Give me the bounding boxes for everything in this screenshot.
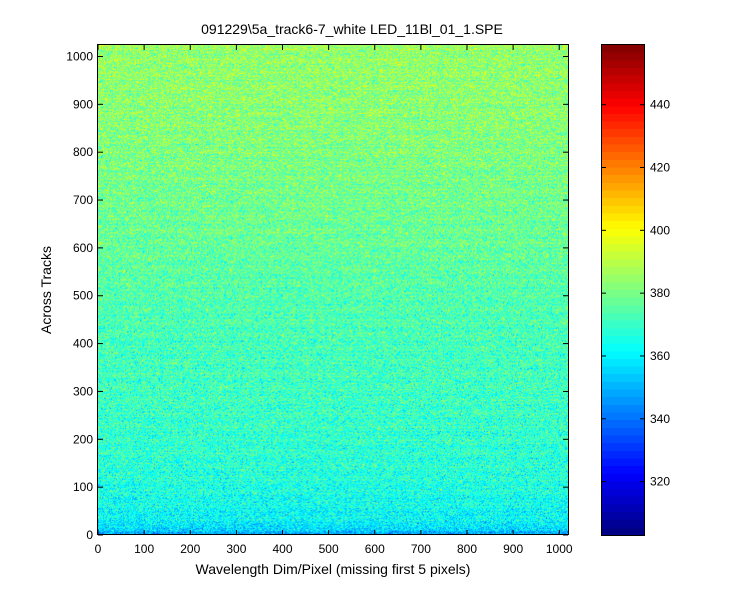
y-tick-label: 500 bbox=[73, 289, 93, 303]
y-tick-label: 200 bbox=[73, 432, 93, 446]
y-tick-label: 600 bbox=[73, 241, 93, 255]
x-tick-label: 300 bbox=[226, 542, 246, 556]
x-tick-label: 0 bbox=[95, 542, 102, 556]
y-tick-label: 300 bbox=[73, 384, 93, 398]
colorbar-tick-label: 440 bbox=[650, 98, 670, 112]
y-tick-label: 900 bbox=[73, 97, 93, 111]
colorbar-tick-label: 360 bbox=[650, 349, 670, 363]
heatmap-image bbox=[98, 44, 569, 535]
x-axis-label: Wavelength Dim/Pixel (missing first 5 pi… bbox=[196, 561, 471, 577]
plot-frame bbox=[97, 44, 569, 535]
y-tick-label: 800 bbox=[73, 145, 93, 159]
colorbar-tick-label: 320 bbox=[650, 475, 670, 489]
y-axis-label: Across Tracks bbox=[38, 246, 54, 334]
y-tick-label: 100 bbox=[73, 480, 93, 494]
x-tick-label: 1000 bbox=[546, 542, 573, 556]
y-tick-label: 1000 bbox=[66, 49, 93, 63]
colorbar-tick-label: 340 bbox=[650, 412, 670, 426]
x-tick-label: 700 bbox=[411, 542, 431, 556]
colorbar-tick-label: 420 bbox=[650, 161, 670, 175]
x-tick-label: 400 bbox=[272, 542, 292, 556]
x-tick-label: 200 bbox=[180, 542, 200, 556]
colorbar-ticks: 320 340 360 380 400 420 440 bbox=[602, 98, 670, 489]
y-tick-label: 400 bbox=[73, 337, 93, 351]
x-tick-label: 800 bbox=[457, 542, 477, 556]
colorbar-tick-label: 400 bbox=[650, 223, 670, 237]
colorbar-tick-label: 380 bbox=[650, 286, 670, 300]
y-tick-label: 700 bbox=[73, 193, 93, 207]
chart-title: 091229\5a_track6-7_white LED_11Bl_01_1.S… bbox=[201, 21, 503, 37]
y-tick-label: 0 bbox=[86, 528, 93, 542]
x-tick-label: 600 bbox=[365, 542, 385, 556]
colorbar-frame bbox=[601, 44, 645, 536]
x-axis: 0 100 200 300 400 500 600 700 800 900 1000 bbox=[95, 45, 573, 556]
x-tick-label: 900 bbox=[503, 542, 523, 556]
x-tick-label: 100 bbox=[134, 542, 154, 556]
colorbar: 320 340 360 380 400 420 440 bbox=[601, 44, 670, 536]
x-tick-label: 500 bbox=[319, 542, 339, 556]
y-axis: 0 100 200 300 400 500 600 700 800 900 1000 bbox=[66, 49, 568, 542]
